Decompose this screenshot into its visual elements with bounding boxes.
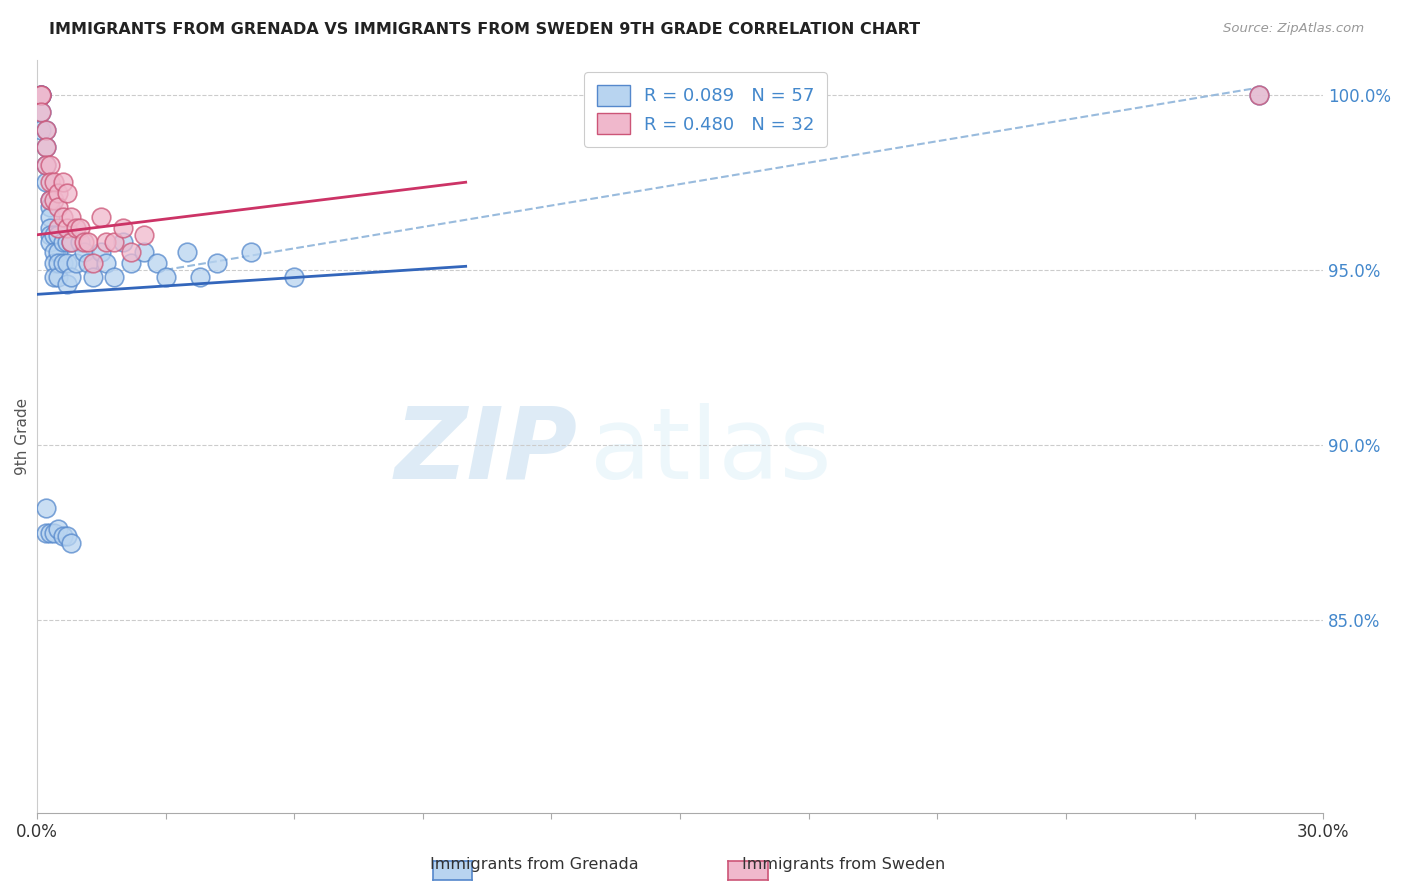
Point [73,245,96,260]
Point [146,256,169,270]
Point [34,501,56,516]
Point [34,525,56,540]
Point [48,522,70,536]
Point [56,529,79,543]
Point [52,235,75,249]
Text: atlas: atlas [591,403,831,500]
Text: Immigrants from Sweden: Immigrants from Sweden [742,857,945,872]
Point [52,211,75,225]
Point [48,269,70,284]
Point [60,536,83,550]
Point [82,269,104,284]
Point [30,122,52,136]
Text: Source: ZipAtlas.com: Source: ZipAtlas.com [1223,22,1364,36]
Point [42,227,65,242]
Text: ZIP: ZIP [394,403,576,500]
Point [134,245,156,260]
Point [48,227,70,242]
Point [240,245,263,260]
Point [38,175,60,189]
Point [34,175,56,189]
Point [38,158,60,172]
Point [42,175,65,189]
Point [52,175,75,189]
Point [111,235,134,249]
Point [1247,87,1270,102]
Point [38,525,60,540]
Point [38,211,60,225]
Point [60,269,83,284]
Legend: R = 0.089   N = 57, R = 0.480   N = 32: R = 0.089 N = 57, R = 0.480 N = 32 [585,72,827,146]
Point [176,245,198,260]
Point [48,256,70,270]
Point [30,87,52,102]
Point [69,235,91,249]
Point [90,245,112,260]
Point [42,525,65,540]
Point [103,269,125,284]
Point [60,211,83,225]
Point [82,256,104,270]
Point [38,193,60,207]
Point [38,200,60,214]
Point [94,256,117,270]
Point [38,227,60,242]
Point [120,256,142,270]
Point [38,193,60,207]
Point [34,158,56,172]
Point [52,256,75,270]
Point [34,158,56,172]
Point [77,235,100,249]
Point [103,235,125,249]
Point [48,200,70,214]
Point [56,277,79,291]
Point [56,220,79,235]
Point [73,235,96,249]
Point [48,220,70,235]
Point [30,87,52,102]
Point [90,211,112,225]
Point [1247,87,1270,102]
Point [56,256,79,270]
Point [42,245,65,260]
Point [134,227,156,242]
Point [77,256,100,270]
Point [42,269,65,284]
Point [65,256,87,270]
Point [188,269,211,284]
Point [30,105,52,120]
Point [38,220,60,235]
Point [30,87,52,102]
Point [60,235,83,249]
Point [52,529,75,543]
Point [155,269,177,284]
Point [42,256,65,270]
Y-axis label: 9th Grade: 9th Grade [15,398,30,475]
Point [30,105,52,120]
Point [120,245,142,260]
Point [60,235,83,249]
Point [34,140,56,154]
Point [38,235,60,249]
Point [94,235,117,249]
Point [48,186,70,200]
Point [34,122,56,136]
Point [56,235,79,249]
Point [30,87,52,102]
Point [69,220,91,235]
Point [205,256,228,270]
Point [34,122,56,136]
Point [34,140,56,154]
Point [283,269,305,284]
Point [30,87,52,102]
Point [56,186,79,200]
Text: Immigrants from Grenada: Immigrants from Grenada [430,857,638,872]
Point [65,220,87,235]
Point [111,220,134,235]
Point [48,245,70,260]
Text: IMMIGRANTS FROM GRENADA VS IMMIGRANTS FROM SWEDEN 9TH GRADE CORRELATION CHART: IMMIGRANTS FROM GRENADA VS IMMIGRANTS FR… [49,22,921,37]
Point [42,193,65,207]
